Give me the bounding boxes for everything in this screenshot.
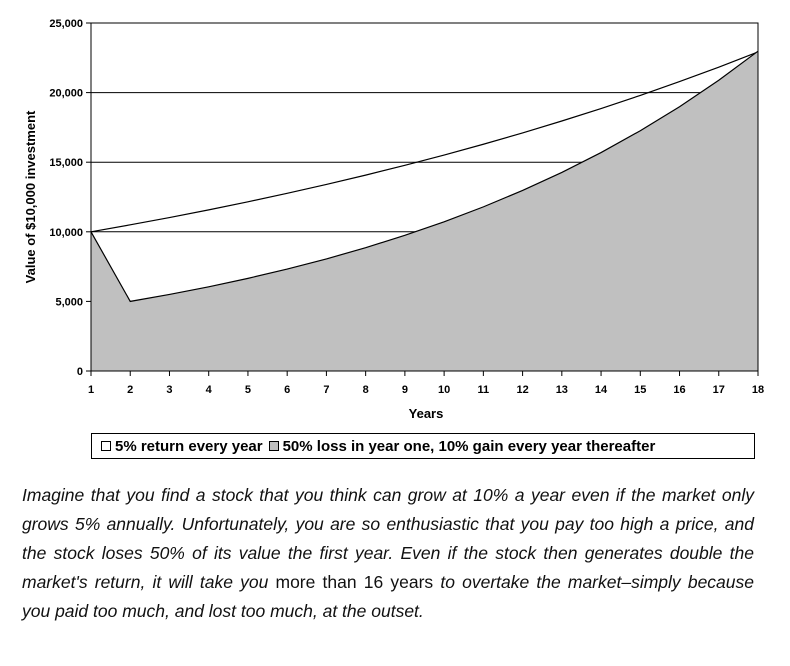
legend-label-loss: 50% loss in year one, 10% gain every yea… — [282, 437, 656, 455]
x-tick-label: 12 — [516, 384, 528, 396]
x-tick-label: 18 — [752, 384, 764, 396]
series-area-1 — [91, 51, 758, 371]
x-axis-title: Years — [409, 406, 444, 421]
x-tick-label: 9 — [402, 384, 408, 396]
x-tick-label: 4 — [206, 384, 213, 396]
series-line-1 — [90, 50, 759, 303]
x-tick-label: 10 — [438, 384, 450, 396]
x-tick-label: 14 — [595, 384, 608, 396]
legend-swatch-white — [101, 441, 111, 451]
y-axis: 0 5,000 10,000 15,000 20,000 25,000 — [49, 18, 91, 378]
x-tick-label: 13 — [556, 384, 568, 396]
y-tick-label: 15,000 — [49, 157, 83, 169]
y-tick-label: 0 — [77, 366, 83, 378]
legend: 5% return every year 50% loss in year on… — [91, 433, 755, 459]
x-tick-label: 17 — [713, 384, 725, 396]
x-tick-label: 11 — [478, 384, 490, 396]
legend-label-constant: 5% return every year — [115, 437, 263, 455]
y-tick-label: 25,000 — [49, 18, 83, 30]
caption-text-3: to overtake the market–simply because yo… — [22, 572, 755, 621]
legend-item-constant: 5% return every year — [101, 438, 263, 455]
x-tick-label: 7 — [323, 384, 329, 396]
y-tick-label: 10,000 — [49, 227, 83, 239]
x-tick-label: 2 — [127, 384, 133, 396]
x-tick-label: 5 — [245, 384, 251, 396]
x-axis: 1 2 3 4 5 6 7 8 9 10 11 12 13 14 15 16 17 18 — [88, 371, 764, 396]
series-layer — [90, 50, 759, 371]
x-tick-label: 8 — [363, 384, 369, 396]
x-tick-label: 16 — [673, 384, 685, 396]
x-tick-label: 3 — [166, 384, 172, 396]
x-tick-label: 1 — [88, 384, 94, 396]
x-tick-label: 15 — [634, 384, 646, 396]
y-tick-label: 20,000 — [49, 88, 83, 100]
figure-caption: Imagine that you find a stock that you t… — [22, 481, 754, 626]
y-axis-title: Value of $10,000 investment — [23, 110, 38, 283]
caption-text-2: more than 16 years — [268, 572, 441, 592]
legend-swatch-gray — [268, 441, 279, 451]
x-tick-label: 6 — [284, 384, 290, 396]
plot-area-border — [90, 22, 759, 372]
y-tick-label: 5,000 — [55, 296, 83, 308]
legend-item-loss: 50% loss in year one, 10% gain every yea… — [268, 437, 656, 455]
series-line-0 — [90, 51, 759, 233]
caption-text-1: Imagine that you find a stock that you t… — [22, 485, 754, 592]
